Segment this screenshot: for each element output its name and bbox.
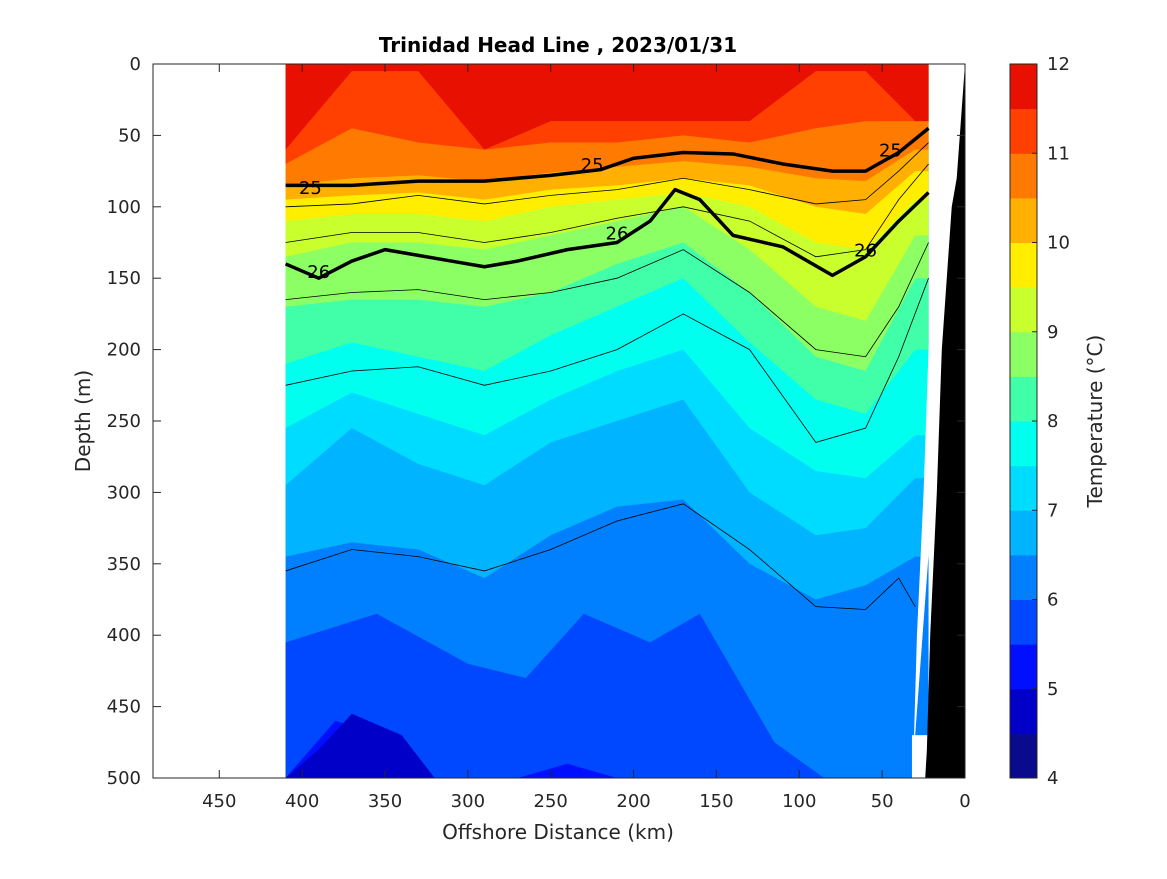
x-tick-label: 100: [782, 791, 816, 812]
colorbar-title: Temperature (°C): [1083, 335, 1107, 509]
y-tick-label: 350: [107, 554, 141, 575]
thin-contour-0: [285, 503, 916, 610]
x-tick-label: 150: [699, 791, 733, 812]
colorbar: 4 5 6 7 8 9 10 11 12: [1009, 54, 1070, 789]
x-tick-label: 250: [534, 791, 568, 812]
x-tick-label: 400: [285, 791, 319, 812]
colorbar-swatch-10: [1010, 197, 1037, 243]
colorbar-swatch-8.5: [1010, 331, 1037, 377]
density-contour-26: [284, 187, 930, 280]
contour-label-25-0: 25: [299, 178, 322, 199]
colorbar-tick-label: 5: [1047, 679, 1058, 700]
colorbar-swatch-7: [1010, 465, 1037, 511]
y-tick-label: 200: [107, 340, 141, 361]
contour-label-26-1: 26: [606, 224, 629, 245]
colorbar-swatch-9: [1010, 287, 1037, 333]
colorbar-swatch-4: [1010, 733, 1037, 779]
y-tick-label: 250: [107, 411, 141, 432]
y-tick-label: 50: [118, 125, 141, 146]
colorbar-tick-label: 9: [1047, 322, 1058, 343]
colorbar-swatch-5: [1010, 644, 1037, 690]
y-tick-label: 400: [107, 625, 141, 646]
colorbar-tick-label: 4: [1047, 768, 1058, 789]
colorbar-tick-label: 8: [1047, 411, 1058, 432]
x-tick-label: 350: [368, 791, 402, 812]
x-tick-label: 300: [451, 791, 485, 812]
colorbar-swatch-10.5: [1010, 153, 1037, 199]
y-axis-title: Depth (m): [71, 370, 95, 472]
thin-contour-4: [285, 142, 929, 208]
colorbar-swatch-9.5: [1010, 242, 1037, 288]
colorbar-swatch-7.5: [1010, 421, 1037, 467]
colorbar-swatch-5.5: [1010, 599, 1037, 645]
colorbar-tick-label: 10: [1047, 233, 1070, 254]
temperature-patch-5.5: [285, 613, 825, 778]
x-tick-label: 450: [202, 791, 236, 812]
colorbar-swatch-6: [1010, 554, 1037, 600]
thin-contour-3: [285, 163, 929, 258]
y-tick-label: 450: [107, 697, 141, 718]
y-tick-label: 0: [130, 54, 141, 75]
plot-area: 25 25 25 26 26 26: [284, 64, 965, 778]
x-tick-label: 200: [616, 791, 650, 812]
y-tick-label: 500: [107, 768, 141, 789]
y-tick-label: 150: [107, 268, 141, 289]
colorbar-swatch-4.5: [1010, 688, 1037, 734]
chart-title: Trinidad Head Line , 2023/01/31: [379, 33, 737, 57]
axes: 450 400 350 300 250 200 150 100 50 00501001502002…: [107, 54, 971, 812]
density-contour-25: [285, 126, 930, 188]
temperature-patch-4.5: [285, 713, 435, 778]
thin-contour-1: [285, 278, 929, 443]
thin-contour-2: [285, 242, 929, 358]
x-tick-label: 0: [959, 791, 970, 812]
colorbar-swatch-11.5: [1010, 64, 1037, 110]
colorbar-tick-label: 6: [1047, 590, 1058, 611]
colorbar-tick-label: 11: [1047, 143, 1070, 164]
colorbar-tick-label: 7: [1047, 500, 1058, 521]
colorbar-swatch-6.5: [1010, 510, 1037, 556]
x-axis-title: Offshore Distance (km): [442, 820, 674, 844]
contour-label-25-1: 25: [581, 155, 604, 176]
seafloor: [925, 64, 965, 778]
colorbar-swatch-11: [1010, 108, 1037, 154]
y-tick-label: 300: [107, 482, 141, 503]
y-tick-label: 100: [107, 197, 141, 218]
colorbar-swatch-8: [1010, 376, 1037, 422]
x-tick-label: 50: [871, 791, 894, 812]
contour-label-26-0: 26: [307, 262, 330, 283]
contour-label-26-2: 26: [854, 241, 877, 262]
contour-label-25-2: 25: [879, 141, 902, 162]
colorbar-tick-label: 12: [1047, 54, 1070, 75]
temperature-band-11.5: [285, 64, 929, 150]
